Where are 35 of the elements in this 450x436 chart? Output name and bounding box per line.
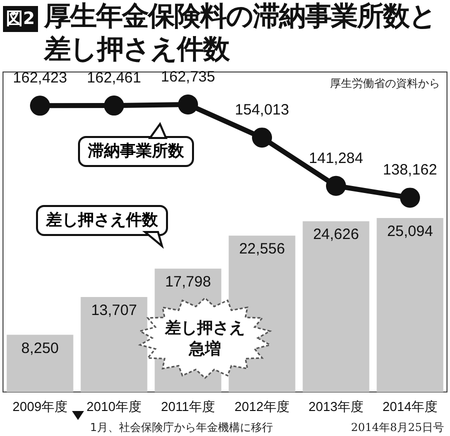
text: 差し押さえ件数: [36, 205, 168, 236]
chart-title: 厚生年金保険料の滞納事業所数と差し押さえ件数: [44, 0, 437, 66]
point: [178, 94, 198, 114]
data-label: 154,013: [234, 102, 290, 119]
point: [400, 188, 420, 208]
data-label: 138,162: [382, 162, 438, 179]
data-label: 141,284: [308, 150, 364, 167]
legend-label: 滞納事業所数: [78, 136, 194, 167]
data-label: 22,556: [239, 240, 285, 258]
x-tick-label: 2013年度: [308, 399, 364, 414]
annotation: 差し押さえ急増: [164, 317, 246, 359]
annotation: 厚生労働省の資料から: [330, 76, 440, 91]
x-tick-label: 2011年度: [161, 399, 215, 414]
figure-badge: 図2: [3, 6, 38, 32]
x-tick-label: 2014年度: [382, 399, 438, 414]
point: [30, 96, 50, 116]
data-label: 24,626: [313, 226, 359, 244]
text: 1月、社会保険庁から年金機構に移行: [90, 420, 273, 435]
data-label: 25,094: [387, 223, 433, 240]
data-label: 8,250: [21, 340, 59, 357]
x-tick-label: 2010年度: [86, 399, 142, 414]
point: [326, 176, 346, 196]
x-tick-label: 2009年度: [12, 399, 68, 414]
point: [252, 128, 272, 148]
x-tick-label: 2012年度: [234, 399, 290, 414]
data-label: 162,461: [86, 70, 142, 87]
data-label: 13,707: [91, 302, 137, 319]
text: 2014年8月25日号: [351, 420, 444, 435]
bar: [302, 221, 370, 392]
data-label: 162,423: [12, 70, 68, 87]
point: [104, 96, 124, 116]
data-label: 17,798: [165, 274, 211, 291]
bar: [376, 218, 444, 392]
bar: [6, 334, 74, 392]
data-label: 162,735: [160, 68, 216, 86]
